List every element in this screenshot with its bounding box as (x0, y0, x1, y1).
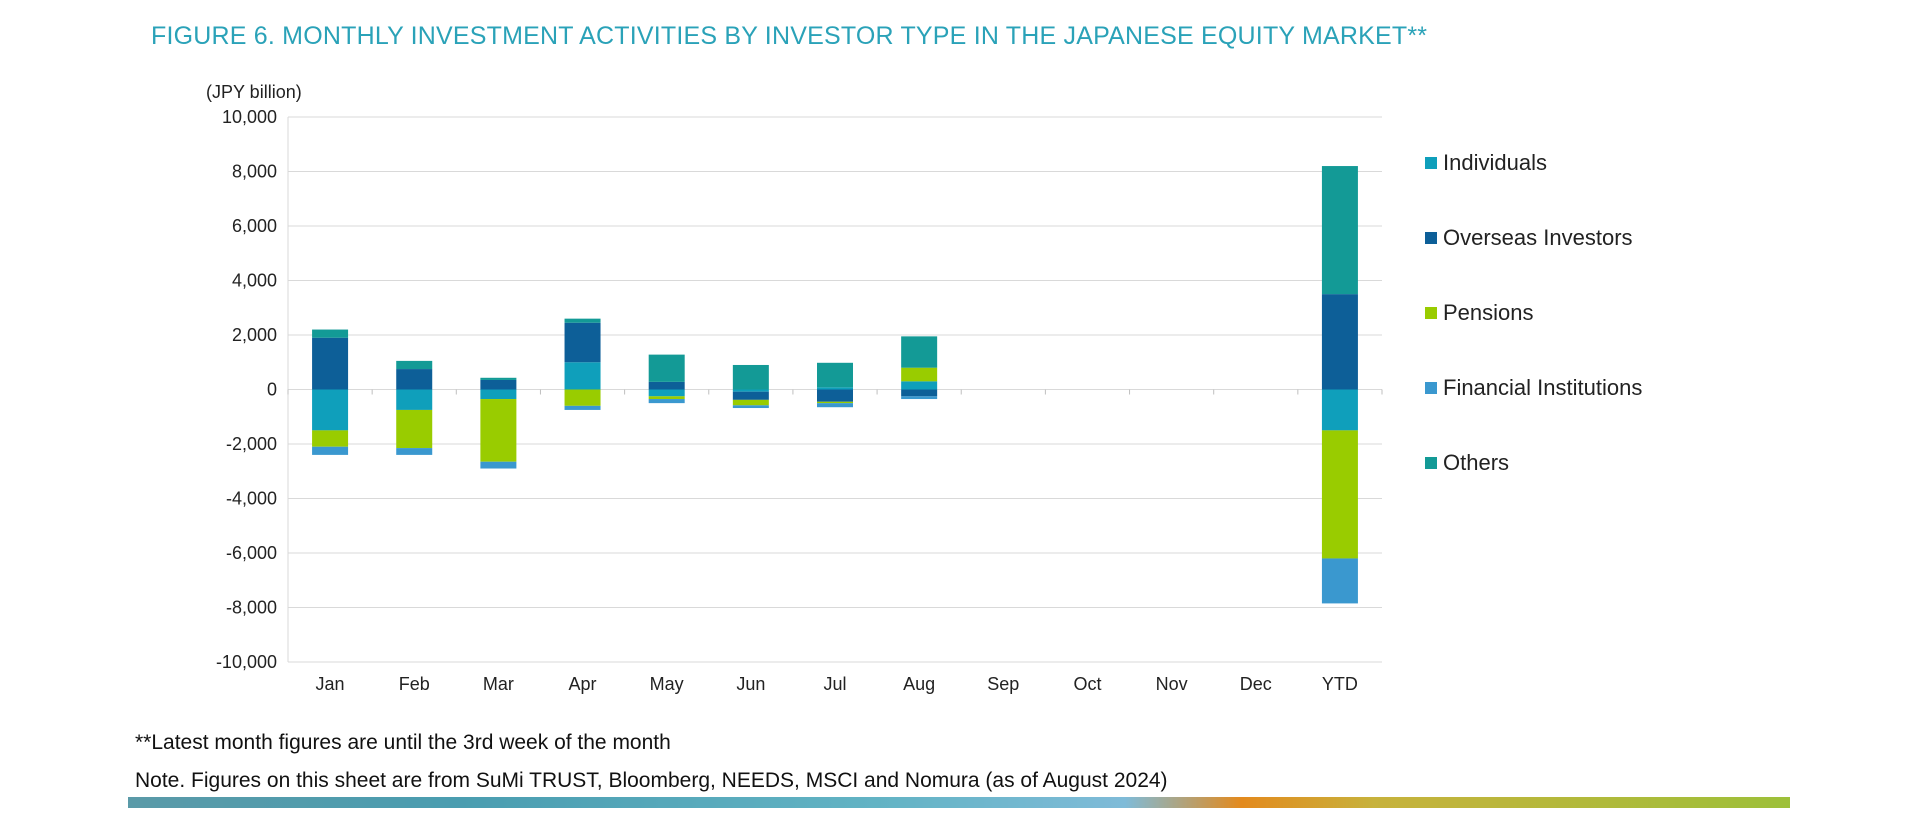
bar-jul-overseas-investors (817, 389, 853, 402)
legend-swatch-individuals (1425, 157, 1437, 169)
y-tick-label: -10,000 (216, 652, 277, 672)
y-tick-label: -4,000 (226, 489, 277, 509)
bar-jan-financial-institutions (312, 446, 349, 455)
x-tick-label-jan: Jan (316, 674, 345, 694)
bar-mar-overseas-investors (480, 379, 517, 390)
x-tick-label-dec: Dec (1240, 674, 1272, 694)
bar-ytd-overseas-investors (1321, 294, 1358, 390)
bar-jun-pensions (732, 399, 769, 406)
bar-aug-others (901, 336, 938, 368)
bar-mar-financial-institutions (480, 461, 517, 469)
bar-jul-individuals (817, 387, 853, 390)
bar-feb-others (396, 360, 433, 370)
footnote-latest: **Latest month figures are until the 3rd… (135, 731, 671, 754)
bar-may-pensions (648, 396, 685, 400)
bar-ytd-individuals (1321, 389, 1358, 431)
axes: 10,000 8,000 6,000 4,000 2,000 0 -2,000 -4,000 -… (216, 107, 1383, 694)
x-tick-label-apr: Apr (569, 674, 597, 694)
y-axis-unit-label: (JPY billion) (206, 82, 302, 102)
x-tick-label-may: May (650, 674, 684, 694)
x-tick-label-ytd: YTD (1322, 674, 1358, 694)
bar-aug-overseas-investors (901, 389, 938, 397)
legend-label-individuals: Individuals (1443, 150, 1547, 175)
bar-mar-individuals (480, 389, 517, 400)
bar-ytd-others (1321, 166, 1358, 295)
bar-jun-others (732, 364, 769, 390)
bar-feb-individuals (396, 389, 433, 410)
legend-swatch-pensions (1425, 307, 1437, 319)
x-tick-label-feb: Feb (399, 674, 430, 694)
y-tick-label: 10,000 (222, 107, 277, 127)
bar-mar-pensions (480, 399, 517, 462)
y-tick-label: 2,000 (232, 325, 277, 345)
bar-apr-individuals (564, 362, 601, 390)
bar-ytd-pensions (1321, 430, 1358, 559)
bar-apr-overseas-investors (564, 322, 601, 363)
legend-swatch-overseas-investors (1425, 232, 1437, 244)
legend-item-pensions: Pensions (1425, 300, 1534, 326)
legend-item-others: Others (1425, 450, 1509, 476)
bar-may-others (648, 354, 685, 382)
bar-jun-financial-institutions (732, 405, 769, 409)
decorative-gradient-bar (128, 797, 1790, 808)
legend-swatch-others (1425, 457, 1437, 469)
x-tick-label-nov: Nov (1156, 674, 1188, 694)
bar-jul-others (817, 362, 853, 388)
legend-label-others: Others (1443, 450, 1510, 475)
chart-title: FIGURE 6. MONTHLY INVESTMENT ACTIVITIES … (151, 22, 1428, 50)
bar-feb-overseas-investors (396, 369, 433, 390)
y-tick-label: 4,000 (232, 271, 277, 291)
legend-item-overseas-investors: Overseas Investors (1425, 225, 1633, 251)
legend-swatch-financial-institutions (1425, 382, 1437, 394)
bar-aug-individuals (901, 381, 938, 390)
legend-item-individuals: Individuals (1425, 150, 1547, 176)
legend-label-financial-institutions: Financial Institutions (1443, 375, 1643, 400)
bar-mar-others (480, 377, 517, 380)
bar-jul-pensions (817, 401, 853, 404)
y-tick-label: -8,000 (226, 598, 277, 618)
legend-item-financial-institutions: Financial Institutions (1425, 375, 1642, 401)
legend-label-pensions: Pensions (1443, 300, 1534, 325)
gridlines (288, 116, 1382, 663)
y-tick-label: 6,000 (232, 216, 277, 236)
bar-jan-individuals (312, 389, 349, 431)
x-tick-label-jun: Jun (736, 674, 765, 694)
bars (312, 166, 1358, 604)
bar-feb-financial-institutions (396, 448, 433, 455)
bar-jul-financial-institutions (817, 403, 853, 408)
bar-jan-others (312, 329, 349, 338)
legend-label-overseas-investors: Overseas Investors (1443, 225, 1633, 250)
bar-jun-overseas-investors (732, 391, 769, 400)
bar-apr-others (564, 318, 601, 323)
x-tick-label-sep: Sep (987, 674, 1019, 694)
bar-jan-overseas-investors (312, 337, 349, 390)
x-tick-label-jul: Jul (823, 674, 846, 694)
bar-jun-individuals (732, 389, 769, 392)
x-tick-label-oct: Oct (1073, 674, 1101, 694)
bar-apr-financial-institutions (564, 405, 601, 410)
bar-may-financial-institutions (648, 399, 685, 404)
footnote-source: Note. Figures on this sheet are from SuM… (135, 769, 1168, 792)
bar-feb-pensions (396, 409, 433, 449)
bar-ytd-financial-institutions (1321, 558, 1358, 604)
y-tick-label: 0 (267, 380, 277, 400)
y-tick-label: -6,000 (226, 543, 277, 563)
y-tick-label: -2,000 (226, 434, 277, 454)
x-tick-label-mar: Mar (483, 674, 514, 694)
bar-aug-financial-institutions (901, 396, 938, 400)
bar-aug-pensions (901, 367, 938, 382)
bar-apr-pensions (564, 389, 601, 406)
bar-may-individuals (648, 389, 685, 397)
bar-may-overseas-investors (648, 381, 685, 390)
x-tick-label-aug: Aug (903, 674, 935, 694)
bar-jan-pensions (312, 430, 349, 447)
y-tick-label: 8,000 (232, 162, 277, 182)
